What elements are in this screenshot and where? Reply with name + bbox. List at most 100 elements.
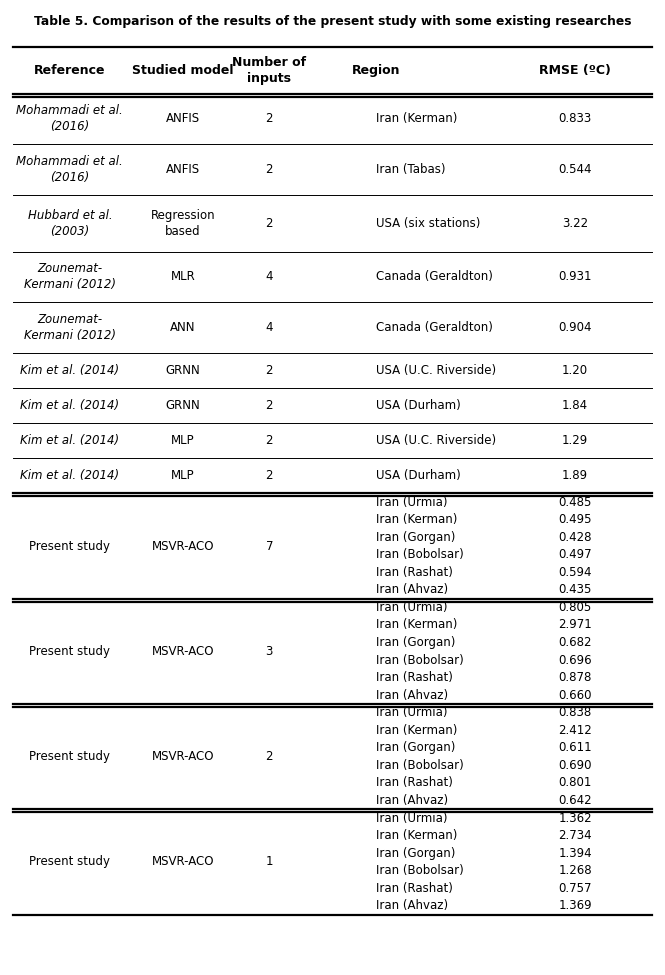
Text: 2: 2: [265, 750, 273, 763]
Text: Canada (Geraldton): Canada (Geraldton): [376, 270, 493, 284]
Text: 1.369: 1.369: [559, 899, 592, 913]
Text: USA (U.C. Riverside): USA (U.C. Riverside): [376, 434, 496, 448]
Text: 0.435: 0.435: [559, 583, 592, 597]
Text: 0.690: 0.690: [559, 759, 592, 772]
Text: ANFIS: ANFIS: [166, 112, 200, 126]
Text: 1.268: 1.268: [559, 864, 592, 878]
Text: 4: 4: [265, 321, 273, 334]
Text: 0.801: 0.801: [559, 776, 592, 790]
Text: 1.89: 1.89: [562, 469, 589, 483]
Text: Iran (Gorgan): Iran (Gorgan): [376, 636, 455, 649]
Text: 0.838: 0.838: [559, 706, 592, 720]
Text: 0.931: 0.931: [559, 270, 592, 284]
Text: 2.971: 2.971: [559, 618, 592, 632]
Text: Region: Region: [352, 63, 400, 77]
Text: 2: 2: [265, 434, 273, 448]
Text: Kim et al. (2014): Kim et al. (2014): [20, 434, 120, 448]
Text: Kim et al. (2014): Kim et al. (2014): [20, 469, 120, 483]
Text: 0.696: 0.696: [559, 653, 592, 667]
Text: 2: 2: [265, 469, 273, 483]
Text: RMSE (ºC): RMSE (ºC): [539, 63, 611, 77]
Text: 0.428: 0.428: [559, 530, 592, 544]
Text: Reference: Reference: [34, 63, 106, 77]
Text: 2: 2: [265, 364, 273, 377]
Text: Mohammadi et al.
(2016): Mohammadi et al. (2016): [17, 155, 123, 184]
Text: USA (Durham): USA (Durham): [376, 469, 460, 483]
Text: 7: 7: [265, 539, 273, 553]
Text: Iran (Bobolsar): Iran (Bobolsar): [376, 653, 464, 667]
Text: Iran (Rashat): Iran (Rashat): [376, 881, 453, 895]
Text: Iran (Urmia): Iran (Urmia): [376, 601, 448, 614]
Text: Studied model: Studied model: [132, 63, 233, 77]
Text: 0.642: 0.642: [559, 794, 592, 807]
Text: 1.29: 1.29: [562, 434, 589, 448]
Text: 0.485: 0.485: [559, 495, 592, 509]
Text: Iran (Gorgan): Iran (Gorgan): [376, 741, 455, 755]
Text: GRNN: GRNN: [166, 399, 200, 412]
Text: 1.394: 1.394: [559, 846, 592, 860]
Text: Iran (Ahvaz): Iran (Ahvaz): [376, 583, 448, 597]
Text: MSVR-ACO: MSVR-ACO: [152, 750, 214, 763]
Text: Present study: Present study: [29, 750, 110, 763]
Text: Iran (Rashat): Iran (Rashat): [376, 566, 453, 579]
Text: Iran (Bobolsar): Iran (Bobolsar): [376, 864, 464, 878]
Text: 1.20: 1.20: [562, 364, 589, 377]
Text: Iran (Urmia): Iran (Urmia): [376, 706, 448, 720]
Text: MSVR-ACO: MSVR-ACO: [152, 855, 214, 869]
Text: Iran (Bobolsar): Iran (Bobolsar): [376, 759, 464, 772]
Text: 1.84: 1.84: [562, 399, 589, 412]
Text: 2: 2: [265, 163, 273, 176]
Text: Canada (Geraldton): Canada (Geraldton): [376, 321, 493, 334]
Text: Iran (Rashat): Iran (Rashat): [376, 671, 453, 684]
Text: 2.734: 2.734: [559, 829, 592, 842]
Text: Zounemat-
Kermani (2012): Zounemat- Kermani (2012): [24, 313, 116, 342]
Text: Number of
inputs: Number of inputs: [232, 56, 307, 85]
Text: Iran (Ahvaz): Iran (Ahvaz): [376, 688, 448, 702]
Text: Hubbard et al.
(2003): Hubbard et al. (2003): [27, 209, 112, 238]
Text: Kim et al. (2014): Kim et al. (2014): [20, 364, 120, 377]
Text: Iran (Kerman): Iran (Kerman): [376, 112, 457, 126]
Text: 0.757: 0.757: [559, 881, 592, 895]
Text: Iran (Urmia): Iran (Urmia): [376, 811, 448, 825]
Text: Iran (Kerman): Iran (Kerman): [376, 618, 457, 632]
Text: Regression
based: Regression based: [150, 209, 215, 238]
Text: MSVR-ACO: MSVR-ACO: [152, 644, 214, 658]
Text: MLR: MLR: [170, 270, 196, 284]
Text: Iran (Gorgan): Iran (Gorgan): [376, 530, 455, 544]
Text: 0.495: 0.495: [559, 513, 592, 526]
Text: USA (U.C. Riverside): USA (U.C. Riverside): [376, 364, 496, 377]
Text: 0.660: 0.660: [559, 688, 592, 702]
Text: Iran (Ahvaz): Iran (Ahvaz): [376, 794, 448, 807]
Text: Iran (Urmia): Iran (Urmia): [376, 495, 448, 509]
Text: MLP: MLP: [171, 434, 195, 448]
Text: Present study: Present study: [29, 539, 110, 553]
Text: Iran (Ahvaz): Iran (Ahvaz): [376, 899, 448, 913]
Text: Iran (Rashat): Iran (Rashat): [376, 776, 453, 790]
Text: 0.497: 0.497: [559, 548, 592, 562]
Text: Present study: Present study: [29, 644, 110, 658]
Text: 0.682: 0.682: [559, 636, 592, 649]
Text: 0.833: 0.833: [559, 112, 592, 126]
Text: MSVR-ACO: MSVR-ACO: [152, 539, 214, 553]
Text: Kim et al. (2014): Kim et al. (2014): [20, 399, 120, 412]
Text: 0.544: 0.544: [559, 163, 592, 176]
Text: Iran (Bobolsar): Iran (Bobolsar): [376, 548, 464, 562]
Text: 2: 2: [265, 399, 273, 412]
Text: 1: 1: [265, 855, 273, 869]
Text: Table 5. Comparison of the results of the present study with some existing resea: Table 5. Comparison of the results of th…: [34, 15, 631, 27]
Text: 3.22: 3.22: [562, 216, 589, 230]
Text: 0.904: 0.904: [559, 321, 592, 334]
Text: USA (Durham): USA (Durham): [376, 399, 460, 412]
Text: Iran (Kerman): Iran (Kerman): [376, 513, 457, 526]
Text: 3: 3: [265, 644, 273, 658]
Text: MLP: MLP: [171, 469, 195, 483]
Text: 4: 4: [265, 270, 273, 284]
Text: 0.878: 0.878: [559, 671, 592, 684]
Text: Zounemat-
Kermani (2012): Zounemat- Kermani (2012): [24, 262, 116, 292]
Text: Mohammadi et al.
(2016): Mohammadi et al. (2016): [17, 104, 123, 134]
Text: Present study: Present study: [29, 855, 110, 869]
Text: 2: 2: [265, 216, 273, 230]
Text: 2: 2: [265, 112, 273, 126]
Text: 1.362: 1.362: [559, 811, 592, 825]
Text: 0.805: 0.805: [559, 601, 592, 614]
